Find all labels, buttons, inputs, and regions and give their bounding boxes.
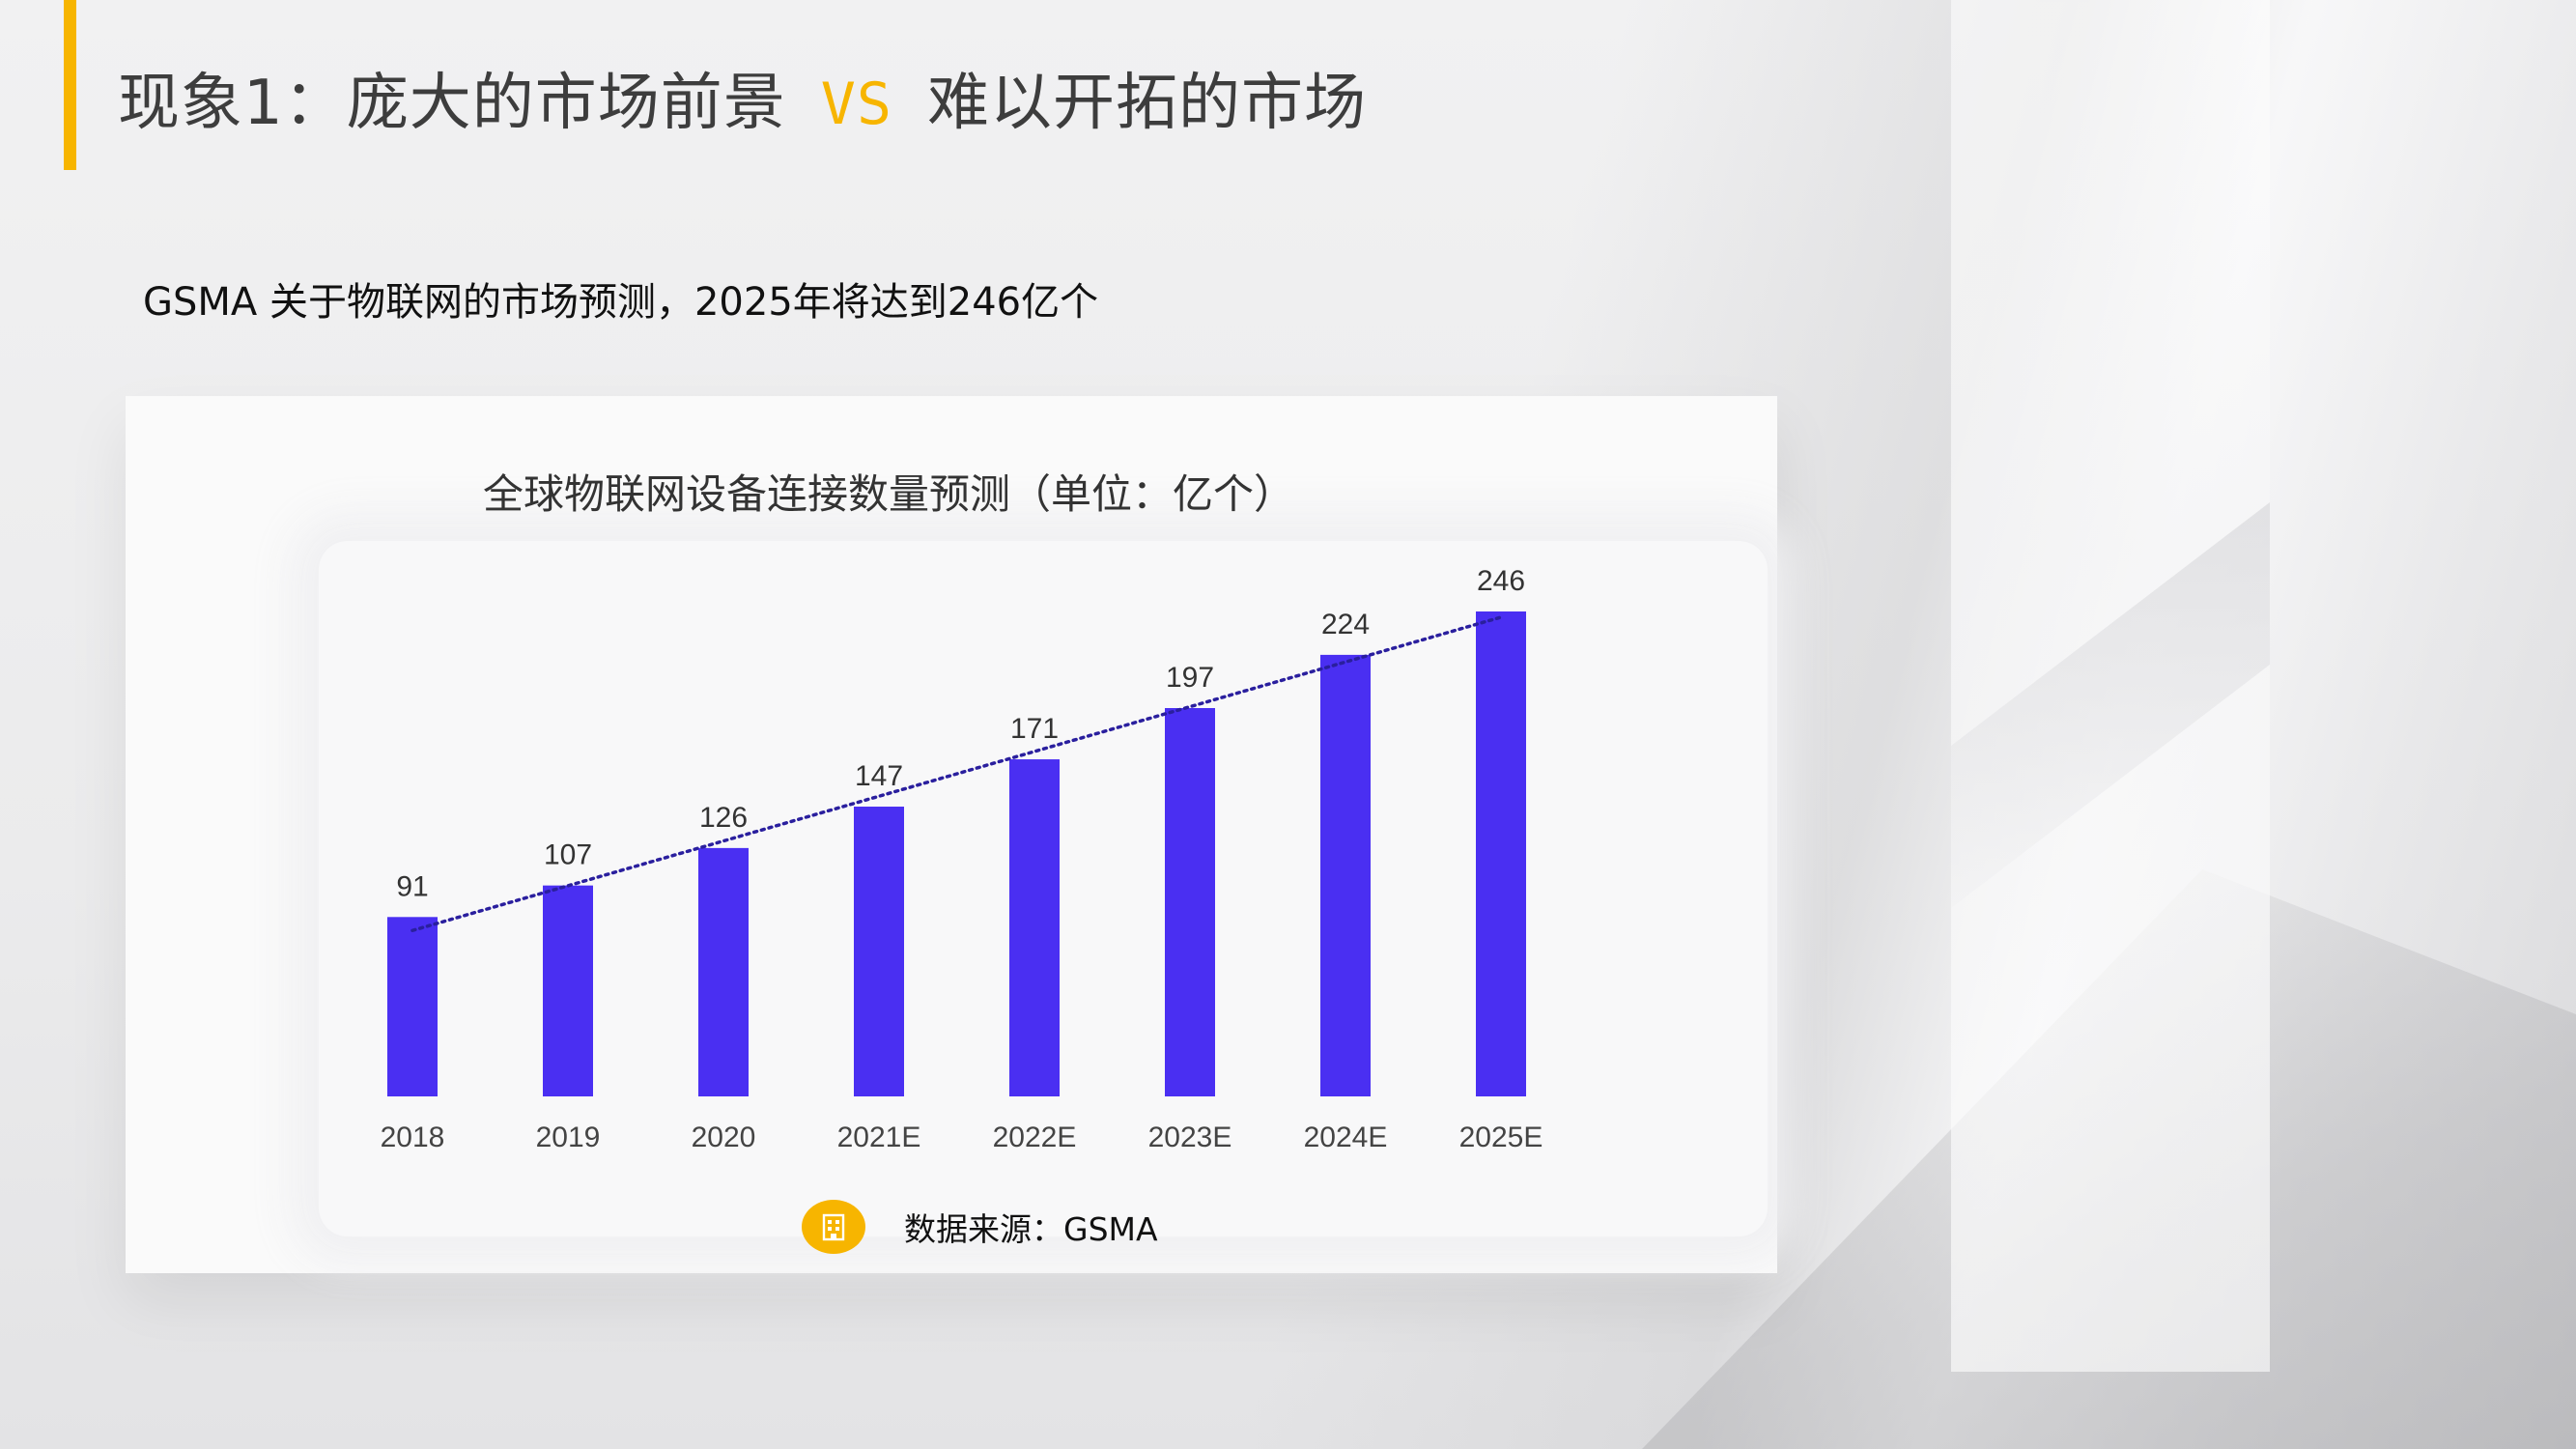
slide-subtitle: GSMA 关于物联网的市场预测，2025年将达到246亿个: [143, 280, 1099, 325]
data-label-2020: 126: [699, 802, 748, 834]
data-label-2025E: 246: [1477, 565, 1525, 597]
title-vs: VS: [820, 71, 892, 138]
data-source-label: 数据来源：GSMA: [904, 1210, 1158, 1248]
x-tick-label-2020: 2020: [692, 1122, 756, 1153]
bar-2022E: [1009, 759, 1060, 1096]
x-tick-label-2022E: 2022E: [993, 1122, 1077, 1153]
bar-2025E: [1476, 611, 1526, 1096]
x-tick-label-2025E: 2025E: [1459, 1122, 1543, 1153]
x-tick-label-2021E: 2021E: [837, 1122, 921, 1153]
title-accent-bar: [64, 0, 76, 170]
trendline: [410, 615, 1503, 932]
bar-2018: [387, 917, 438, 1096]
data-source: 数据来源：GSMA: [802, 1196, 1158, 1258]
bar-2020: [698, 847, 749, 1096]
data-label-2021E: 147: [855, 760, 903, 792]
chart-card: 全球物联网设备连接数量预测（单位：亿个） 91 2018 107 2019 126 202…: [126, 396, 1777, 1273]
bar-2023E: [1165, 707, 1215, 1096]
chart-title: 全球物联网设备连接数量预测（单位：亿个）: [482, 470, 1294, 518]
x-tick-label-2019: 2019: [536, 1122, 601, 1153]
x-tick-label-2018: 2018: [381, 1122, 445, 1153]
x-tick-label-2023E: 2023E: [1148, 1122, 1232, 1153]
data-label-2019: 107: [544, 839, 592, 871]
bar-2021E: [854, 807, 904, 1096]
slide-title: 现象1：庞大的市场前景 VS 难以开拓的市场: [118, 60, 1367, 147]
building-icon: [802, 1200, 865, 1254]
data-label-2024E: 224: [1321, 609, 1370, 640]
data-label-2018: 91: [396, 870, 428, 902]
bar-chart: 91 2018 107 2019 126 2020 147 2021E 171 2022E 197 2…: [381, 565, 1543, 1153]
bar-2019: [543, 885, 593, 1096]
title-part-2: 难以开拓的市场: [926, 68, 1367, 139]
x-tick-label-2024E: 2024E: [1304, 1122, 1388, 1153]
data-label-2022E: 171: [1010, 713, 1059, 745]
title-part-1: 现象1：庞大的市场前景: [118, 68, 786, 139]
bar-2024E: [1320, 654, 1371, 1096]
data-label-2023E: 197: [1166, 662, 1214, 694]
